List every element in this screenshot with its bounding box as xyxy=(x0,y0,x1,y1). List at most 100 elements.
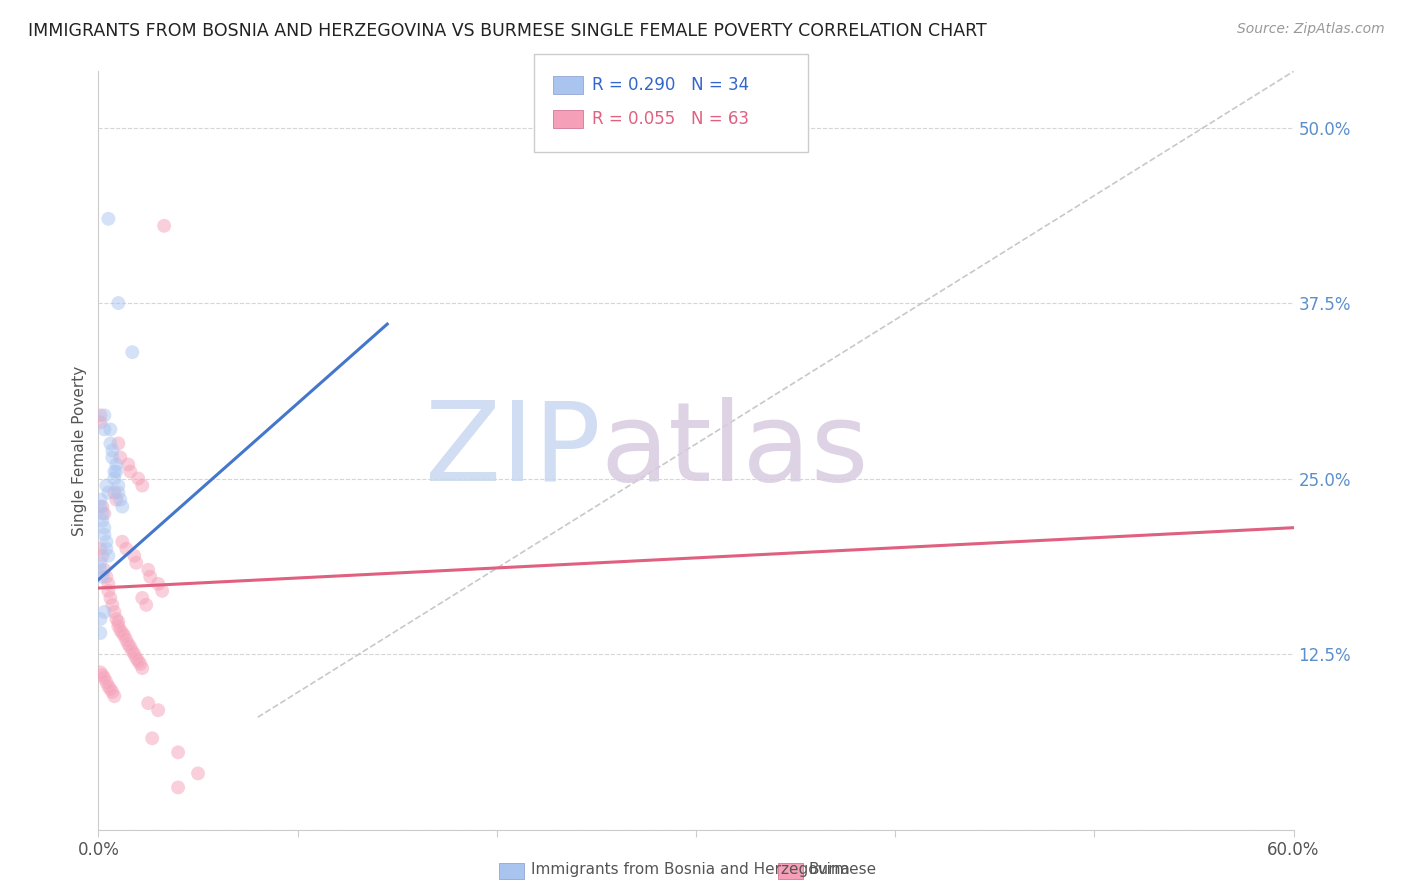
Point xyxy=(98,436,122,450)
Point xyxy=(98,682,122,697)
Point xyxy=(103,689,125,703)
Point xyxy=(93,605,115,619)
Point xyxy=(125,651,148,665)
Point xyxy=(112,629,135,643)
Point xyxy=(103,471,125,485)
Point xyxy=(91,570,114,584)
Point xyxy=(124,647,146,661)
Text: Burmese: Burmese xyxy=(808,863,876,877)
Point xyxy=(107,478,129,492)
Point xyxy=(167,745,190,759)
Y-axis label: Single Female Poverty: Single Female Poverty xyxy=(72,366,87,535)
Point xyxy=(125,556,148,570)
Point xyxy=(131,661,153,675)
Point xyxy=(120,465,142,479)
Point xyxy=(101,598,124,612)
Point xyxy=(111,534,134,549)
Point xyxy=(105,612,128,626)
Point xyxy=(96,570,118,584)
Point xyxy=(101,685,124,699)
Point xyxy=(111,626,134,640)
Point xyxy=(89,556,111,570)
Point xyxy=(107,615,129,629)
Point xyxy=(89,626,111,640)
Point xyxy=(103,465,125,479)
Point xyxy=(93,507,115,521)
Point xyxy=(127,471,149,485)
Point xyxy=(96,534,118,549)
Point xyxy=(89,541,111,556)
Point xyxy=(153,219,176,233)
Point xyxy=(105,492,128,507)
Point xyxy=(121,644,143,658)
Text: atlas: atlas xyxy=(600,397,869,504)
Point xyxy=(110,492,132,507)
Point xyxy=(167,780,190,795)
Point xyxy=(107,485,129,500)
Point xyxy=(124,549,146,563)
Point xyxy=(91,549,114,563)
Point xyxy=(93,521,115,535)
Point xyxy=(150,583,173,598)
Point xyxy=(98,422,122,436)
Point xyxy=(97,679,120,693)
Point xyxy=(103,485,125,500)
Point xyxy=(93,563,115,577)
Text: R = 0.055   N = 63: R = 0.055 N = 63 xyxy=(592,110,749,128)
Point xyxy=(98,591,122,605)
Point xyxy=(91,514,114,528)
Point xyxy=(89,563,111,577)
Point xyxy=(103,605,125,619)
Point xyxy=(115,633,138,648)
Point xyxy=(117,458,139,472)
Point xyxy=(89,416,111,430)
Point xyxy=(101,443,124,458)
Point xyxy=(107,619,129,633)
Point xyxy=(97,211,120,226)
Point xyxy=(120,640,142,654)
Point xyxy=(96,675,118,690)
Point xyxy=(93,409,115,423)
Point xyxy=(97,583,120,598)
Point xyxy=(97,577,120,591)
Point xyxy=(121,345,143,359)
Text: Source: ZipAtlas.com: Source: ZipAtlas.com xyxy=(1237,22,1385,37)
Point xyxy=(129,657,152,671)
Point xyxy=(110,623,132,637)
Point xyxy=(127,654,149,668)
Point xyxy=(187,766,209,780)
Point xyxy=(131,478,153,492)
Point xyxy=(89,492,111,507)
Point xyxy=(117,637,139,651)
Point xyxy=(148,577,170,591)
Text: ZIP: ZIP xyxy=(425,397,600,504)
Point xyxy=(105,465,128,479)
Point xyxy=(91,500,114,514)
Point xyxy=(91,668,114,682)
Point xyxy=(110,450,132,465)
Point xyxy=(93,422,115,436)
Point xyxy=(131,591,153,605)
Point xyxy=(93,527,115,541)
Point xyxy=(107,296,129,310)
Point xyxy=(136,696,159,710)
Point xyxy=(111,500,134,514)
Point xyxy=(148,703,170,717)
Point xyxy=(97,485,120,500)
Point xyxy=(135,598,157,612)
Point xyxy=(107,436,129,450)
Text: Immigrants from Bosnia and Herzegovina: Immigrants from Bosnia and Herzegovina xyxy=(531,863,851,877)
Point xyxy=(101,450,124,465)
Point xyxy=(139,570,162,584)
Text: R = 0.290   N = 34: R = 0.290 N = 34 xyxy=(592,76,749,94)
Point xyxy=(89,612,111,626)
Point xyxy=(96,478,118,492)
Point xyxy=(105,458,128,472)
Point xyxy=(91,507,114,521)
Point xyxy=(89,409,111,423)
Text: IMMIGRANTS FROM BOSNIA AND HERZEGOVINA VS BURMESE SINGLE FEMALE POVERTY CORRELAT: IMMIGRANTS FROM BOSNIA AND HERZEGOVINA V… xyxy=(28,22,987,40)
Point xyxy=(89,665,111,680)
Point xyxy=(93,671,115,685)
Point xyxy=(136,563,159,577)
Point xyxy=(141,731,163,746)
